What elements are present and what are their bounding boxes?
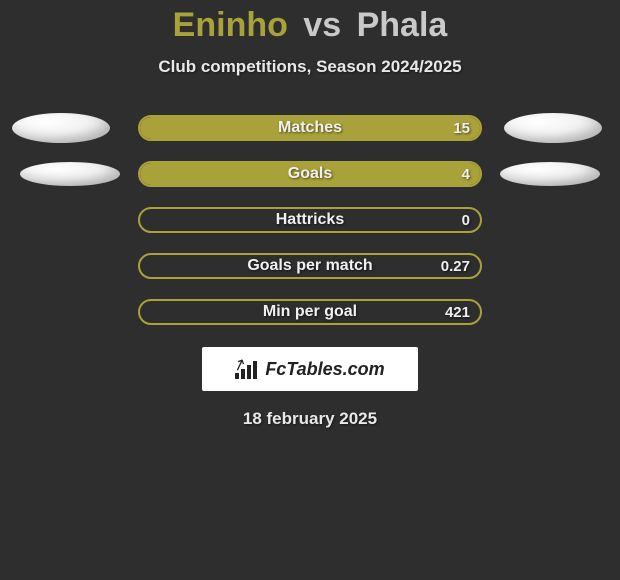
bar-value: 421 <box>445 301 470 323</box>
player1-name: Eninho <box>173 6 288 44</box>
stat-row: Goals 4 <box>0 151 620 197</box>
bar-track: Matches 15 <box>138 115 482 141</box>
date-text: 18 february 2025 <box>0 409 620 429</box>
player2-name: Phala <box>357 6 448 44</box>
bar-track: Hattricks 0 <box>138 207 482 233</box>
bar-track: Min per goal 421 <box>138 299 482 325</box>
bar-track: Goals 4 <box>138 161 482 187</box>
site-logo: ↗ FcTables.com <box>202 347 418 391</box>
bar-fill <box>140 163 480 185</box>
logo-text: FcTables.com <box>265 359 384 380</box>
bar-label: Hattricks <box>140 209 480 231</box>
stat-row: Goals per match 0.27 <box>0 243 620 289</box>
vs-text: vs <box>303 6 341 44</box>
stat-row: Hattricks 0 <box>0 197 620 243</box>
bar-fill <box>140 117 480 139</box>
bar-value: 0 <box>462 209 470 231</box>
bar-track: Goals per match 0.27 <box>138 253 482 279</box>
subtitle: Club competitions, Season 2024/2025 <box>0 57 620 77</box>
stat-row: Min per goal 421 <box>0 289 620 335</box>
comparison-title: Eninho vs Phala <box>0 0 620 45</box>
bar-value: 0.27 <box>441 255 470 277</box>
stat-row: Matches 15 <box>0 105 620 151</box>
bar-label: Min per goal <box>140 301 480 323</box>
player2-avatar <box>504 113 602 143</box>
player2-avatar <box>500 162 600 186</box>
bar-label: Goals per match <box>140 255 480 277</box>
logo-chart-icon: ↗ <box>235 359 259 379</box>
stats-chart: Matches 15 Goals 4 Hattricks 0 Goals per… <box>0 105 620 335</box>
player1-avatar <box>12 113 110 143</box>
player1-avatar <box>20 162 120 186</box>
